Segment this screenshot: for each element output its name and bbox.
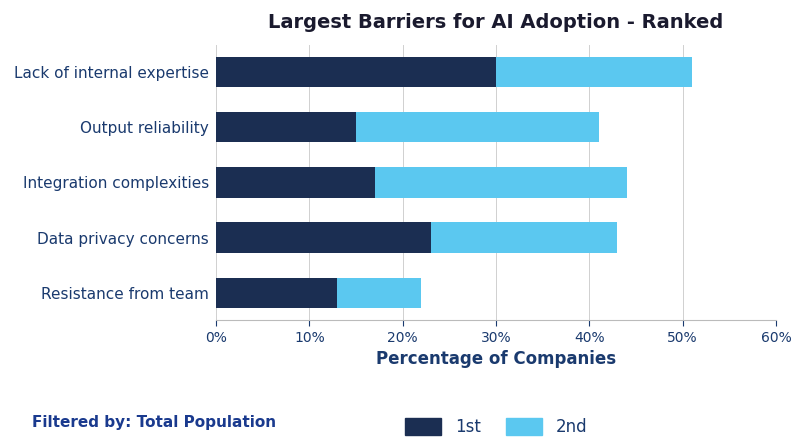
Bar bbox=[216, 112, 356, 142]
X-axis label: Percentage of Companies: Percentage of Companies bbox=[376, 350, 616, 368]
Title: Largest Barriers for AI Adoption - Ranked: Largest Barriers for AI Adoption - Ranke… bbox=[268, 13, 724, 32]
Bar bbox=[338, 278, 422, 308]
Bar bbox=[374, 167, 626, 198]
Bar bbox=[356, 112, 598, 142]
Bar bbox=[216, 167, 374, 198]
Bar bbox=[496, 57, 692, 87]
Bar bbox=[216, 57, 496, 87]
Bar bbox=[430, 222, 618, 253]
Bar bbox=[216, 278, 338, 308]
Bar bbox=[216, 222, 430, 253]
Legend: 1st, 2nd: 1st, 2nd bbox=[398, 412, 594, 443]
Text: Filtered by: Total Population: Filtered by: Total Population bbox=[32, 415, 276, 430]
